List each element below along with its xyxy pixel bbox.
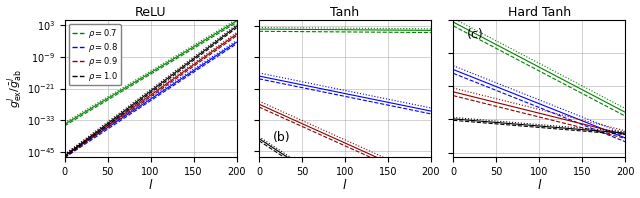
- X-axis label: $l$: $l$: [342, 178, 348, 192]
- Title: Tanh: Tanh: [330, 6, 360, 19]
- Text: (c): (c): [467, 28, 484, 41]
- Text: (a): (a): [78, 28, 96, 41]
- Y-axis label: $g^l_{\mathrm{ex}}/\bar{g}^l_{\mathrm{ab}}$: $g^l_{\mathrm{ex}}/\bar{g}^l_{\mathrm{ab…: [6, 69, 25, 108]
- Legend: $\rho = 0.7$, $\rho = 0.8$, $\rho = 0.9$, $\rho = 1.0$: $\rho = 0.7$, $\rho = 0.8$, $\rho = 0.9$…: [68, 24, 121, 86]
- Text: (b): (b): [273, 131, 291, 144]
- Title: ReLU: ReLU: [135, 6, 166, 19]
- X-axis label: $l$: $l$: [148, 178, 153, 192]
- X-axis label: $l$: $l$: [536, 178, 542, 192]
- Title: Hard Tanh: Hard Tanh: [508, 6, 571, 19]
